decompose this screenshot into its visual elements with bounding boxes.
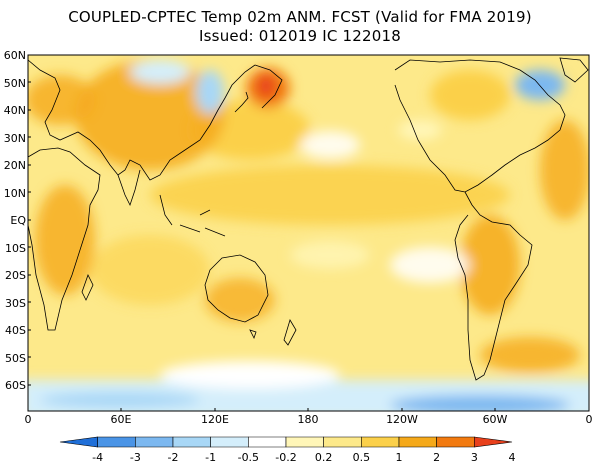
patch-satlantic-warm <box>480 337 580 373</box>
colorbar-swatch <box>135 436 174 448</box>
coast-japan <box>234 91 249 113</box>
colorbar-swatch <box>323 436 362 448</box>
lat-label: 40N <box>3 104 26 117</box>
lon-label: 180 <box>297 413 319 426</box>
colorbar-label: -1 <box>205 451 217 464</box>
colorbar-label: -3 <box>129 451 141 464</box>
patch-warm-ntropics <box>150 165 510 225</box>
coast-newzealand <box>283 319 297 346</box>
coast-africa <box>28 147 101 331</box>
chart-subtitle: Issued: 012019 IC 122018 <box>199 27 401 45</box>
lat-label: 50N <box>3 77 26 90</box>
patch-samerica-warm <box>460 215 520 315</box>
coast-kamchatka <box>254 64 283 109</box>
lat-label: 30N <box>3 132 26 145</box>
coast-namerica <box>394 59 566 193</box>
colorbar-swatch <box>436 436 475 448</box>
coast-samerica <box>454 191 533 381</box>
patch-epac-neutral <box>390 247 470 283</box>
lon-label: 60E <box>110 413 132 426</box>
colorbar-label: -4 <box>92 451 104 464</box>
patch-asia-warm <box>75 60 225 170</box>
lat-label: 40S <box>5 324 26 337</box>
lon-label: 120W <box>386 413 418 426</box>
colorbar-swatch <box>398 436 437 448</box>
patch-southern-ocean-neutral <box>160 361 340 389</box>
coast-tasmania <box>249 329 257 340</box>
colorbar-label: 3 <box>470 451 478 464</box>
patch-nepac-weak <box>398 120 442 140</box>
colorbar-label: 0.2 <box>314 451 333 464</box>
lat-label: 20S <box>5 269 26 282</box>
patch-namerica-warm <box>430 70 510 120</box>
coast-madagascar <box>81 273 94 301</box>
lat-label: 50S <box>5 352 26 365</box>
colorbar-swatch <box>172 436 211 448</box>
colorbar-label: 0.5 <box>352 451 371 464</box>
colorbar-label: -2 <box>167 451 179 464</box>
patch-natl-warm <box>540 120 589 220</box>
patch-australia-warm <box>205 278 275 322</box>
patch-labrador-cool <box>515 70 565 100</box>
colorbar-swatch <box>97 436 136 448</box>
colorbar-label: -0.5 <box>237 451 260 464</box>
colorbar-label: 4 <box>508 451 516 464</box>
coast-seasia <box>159 194 226 237</box>
patch-npac-neutral <box>300 131 360 159</box>
coast-australia <box>204 254 269 323</box>
axis-ticks <box>28 54 496 411</box>
patch-indian-ocean <box>90 235 210 305</box>
chart-title: COUPLED-CPTEC Temp 02m ANM. FCST (Valid … <box>68 8 532 26</box>
colorbar-swatch <box>474 436 513 448</box>
lon-label: 0 <box>24 413 32 426</box>
patch-southern-ocean-cool2 <box>40 392 200 408</box>
patch-cpac-weak <box>290 241 370 269</box>
lat-label: 20N <box>3 159 26 172</box>
colorbar <box>59 436 513 448</box>
colorbar-swatch <box>248 436 287 448</box>
patch-kamchatka-hot <box>257 74 275 98</box>
lat-label: 60S <box>5 379 26 392</box>
coastlines <box>28 57 589 381</box>
patch-siberia-cool <box>130 60 190 84</box>
colorbar-label: 1 <box>395 451 403 464</box>
patch-europe-warm <box>28 75 95 125</box>
colorbar-label: 2 <box>433 451 441 464</box>
lat-label: 10S <box>5 242 26 255</box>
colorbar-swatch <box>361 436 400 448</box>
coast-india <box>117 169 141 207</box>
lat-label: 60N <box>3 49 26 62</box>
colorbar-swatch <box>59 436 98 448</box>
lat-label: 30S <box>5 297 26 310</box>
lon-label: 120E <box>201 413 229 426</box>
colorbar-swatch <box>210 436 249 448</box>
lat-label: 10N <box>3 187 26 200</box>
lon-label: 0 <box>585 413 593 426</box>
map-field <box>28 55 589 411</box>
colorbar-label: -0.2 <box>275 451 297 464</box>
patch-southern-ocean-cold <box>390 395 570 411</box>
colorbar-swatch <box>285 436 324 448</box>
lon-label: 60W <box>482 413 508 426</box>
coast-eurasia <box>28 59 256 181</box>
coast-greenland <box>559 57 589 83</box>
patch-africa-warm <box>35 185 95 295</box>
patch-mongolia-cool <box>196 70 224 114</box>
lat-label: EQ <box>10 214 26 227</box>
